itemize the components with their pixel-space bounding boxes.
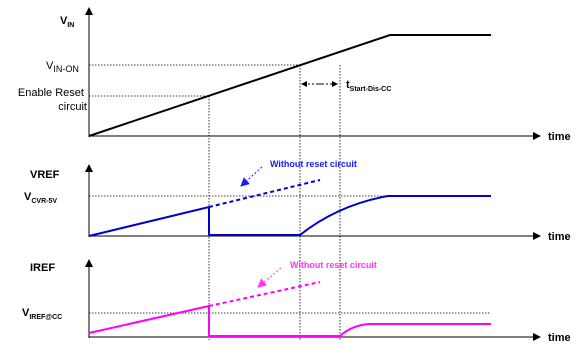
- iref-level-label: VIREF@CC: [22, 307, 62, 321]
- vin-trace: [88, 34, 491, 137]
- vref-time-label: time: [548, 231, 571, 243]
- iref-time-label: time: [548, 332, 571, 344]
- vref-annotation: Without reset circuit: [270, 159, 357, 169]
- vref-trace: [88, 195, 491, 237]
- vin-y-label: VIN: [60, 15, 74, 29]
- vref-annotation-arrow: [240, 166, 263, 187]
- iref-y-label: IREF: [30, 262, 55, 274]
- vref-panel: VREF VCVR-5V Without reset circuit time: [24, 159, 571, 243]
- vref-level-label: VCVR-5V: [24, 191, 57, 205]
- vref-y-label: VREF: [30, 169, 60, 181]
- iref-trace: [88, 304, 491, 337]
- vref-without-reset-dashed-trace: [208, 179, 321, 208]
- delay-label: tStart-Dis-CC: [346, 79, 391, 93]
- vin-time-label: time: [548, 131, 571, 143]
- vin-on-level-label: VIN-ON: [46, 60, 79, 74]
- vin-panel: VIN VIN-ON Enable Reset circuit tStart-D…: [18, 7, 571, 143]
- iref-annotation: Without reset circuit: [290, 260, 377, 270]
- iref-panel: IREF VIREF@CC Without reset circuit time: [22, 259, 571, 344]
- iref-annotation-arrow: [257, 267, 282, 288]
- iref-without-reset-dashed-trace: [208, 281, 321, 307]
- enable-reset-label: Enable Reset circuit: [18, 87, 87, 113]
